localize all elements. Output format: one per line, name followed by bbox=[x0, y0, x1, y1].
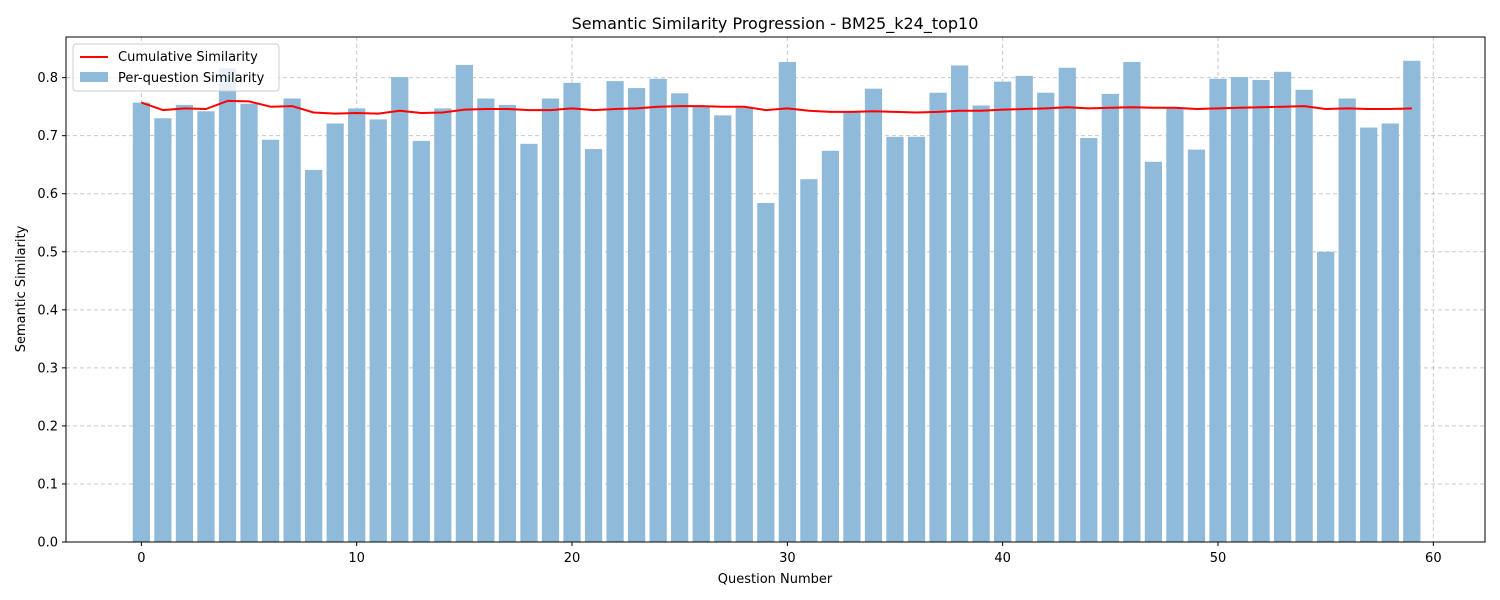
legend: Cumulative Similarity Per-question Simil… bbox=[72, 43, 280, 92]
bar bbox=[671, 93, 689, 542]
bar bbox=[735, 107, 753, 542]
bar bbox=[1080, 138, 1098, 542]
bar bbox=[907, 136, 926, 542]
bar bbox=[1381, 123, 1399, 543]
bar bbox=[1273, 71, 1292, 543]
y-tick-label: 0.4 bbox=[37, 303, 58, 318]
bar bbox=[434, 108, 452, 543]
y-tick-label: 0.1 bbox=[37, 477, 58, 492]
y-tick-label: 0.2 bbox=[37, 419, 58, 434]
bar bbox=[1166, 107, 1184, 542]
x-tick-label: 40 bbox=[994, 551, 1011, 566]
bar bbox=[132, 102, 150, 543]
legend-box bbox=[72, 43, 280, 92]
bar bbox=[326, 123, 344, 543]
bar bbox=[886, 136, 904, 542]
x-tick-label: 30 bbox=[779, 551, 796, 566]
bar bbox=[455, 64, 473, 543]
legend-label-cumulative: Cumulative Similarity bbox=[118, 50, 258, 65]
bar bbox=[1230, 77, 1249, 542]
bar bbox=[1187, 149, 1206, 542]
bar bbox=[391, 77, 409, 542]
bar bbox=[520, 143, 538, 542]
x-tick-label: 50 bbox=[1210, 551, 1227, 566]
bar bbox=[1058, 67, 1076, 542]
bar bbox=[1144, 161, 1163, 543]
bar bbox=[972, 105, 990, 542]
y-tick-label: 0.0 bbox=[37, 536, 58, 551]
bar bbox=[757, 203, 775, 543]
bar bbox=[369, 119, 387, 542]
bar bbox=[175, 104, 194, 543]
bar bbox=[1295, 89, 1313, 542]
x-axis-label: Question Number bbox=[718, 572, 833, 587]
bar bbox=[800, 179, 818, 542]
legend-label-per-question: Per-question Similarity bbox=[118, 71, 265, 86]
bar bbox=[412, 140, 430, 543]
bar bbox=[1338, 98, 1356, 542]
legend-bar-swatch bbox=[80, 72, 108, 82]
bar bbox=[541, 98, 560, 542]
bar bbox=[240, 103, 258, 543]
line-series bbox=[141, 99, 1412, 115]
bar bbox=[197, 111, 215, 542]
axis-ticks: 0 10 20 30 40 50 60 0.0 0.1 0.2 0.3 0.4 0.5 0.6 0.7 0.8 bbox=[37, 71, 1441, 566]
bar bbox=[348, 108, 366, 543]
bar bbox=[305, 169, 323, 542]
x-tick-label: 0 bbox=[137, 551, 145, 566]
bar bbox=[283, 98, 301, 542]
bar bbox=[1252, 79, 1270, 542]
y-tick-label: 0.8 bbox=[37, 71, 58, 86]
bar bbox=[929, 92, 947, 543]
bar bbox=[649, 78, 667, 543]
bar bbox=[154, 118, 172, 542]
bar bbox=[714, 115, 732, 543]
plot-frame bbox=[65, 36, 1486, 543]
bar bbox=[994, 81, 1012, 542]
x-tick-label: 20 bbox=[564, 551, 581, 566]
x-tick-label: 60 bbox=[1425, 551, 1442, 566]
bar-series bbox=[132, 60, 1421, 543]
bar bbox=[1037, 92, 1055, 543]
bar bbox=[628, 88, 646, 543]
y-tick-label: 0.5 bbox=[37, 245, 58, 260]
bar bbox=[563, 82, 581, 542]
bar bbox=[864, 88, 883, 542]
y-tick-label: 0.6 bbox=[37, 187, 58, 202]
bar bbox=[1123, 61, 1141, 542]
bar bbox=[692, 105, 710, 542]
chart-title: Semantic Similarity Progression - BM25_k… bbox=[572, 14, 979, 34]
bar bbox=[778, 61, 796, 542]
x-tick-label: 10 bbox=[348, 551, 365, 566]
bar bbox=[1403, 60, 1421, 542]
y-tick-label: 0.7 bbox=[37, 129, 58, 144]
bar bbox=[1317, 251, 1335, 542]
bar bbox=[821, 150, 840, 542]
bar bbox=[477, 98, 495, 542]
bar bbox=[950, 65, 969, 542]
bar bbox=[218, 68, 237, 543]
bar bbox=[1209, 78, 1227, 543]
bar bbox=[261, 139, 280, 542]
bar bbox=[1015, 75, 1033, 542]
bar bbox=[843, 112, 861, 542]
bar bbox=[498, 104, 517, 543]
y-tick-label: 0.3 bbox=[37, 361, 58, 376]
bar bbox=[1101, 93, 1119, 542]
cumulative-line bbox=[141, 99, 1412, 115]
bar bbox=[606, 81, 624, 543]
bar bbox=[584, 149, 603, 542]
y-axis-label: Semantic Similarity bbox=[14, 225, 29, 352]
bar bbox=[1360, 127, 1378, 542]
